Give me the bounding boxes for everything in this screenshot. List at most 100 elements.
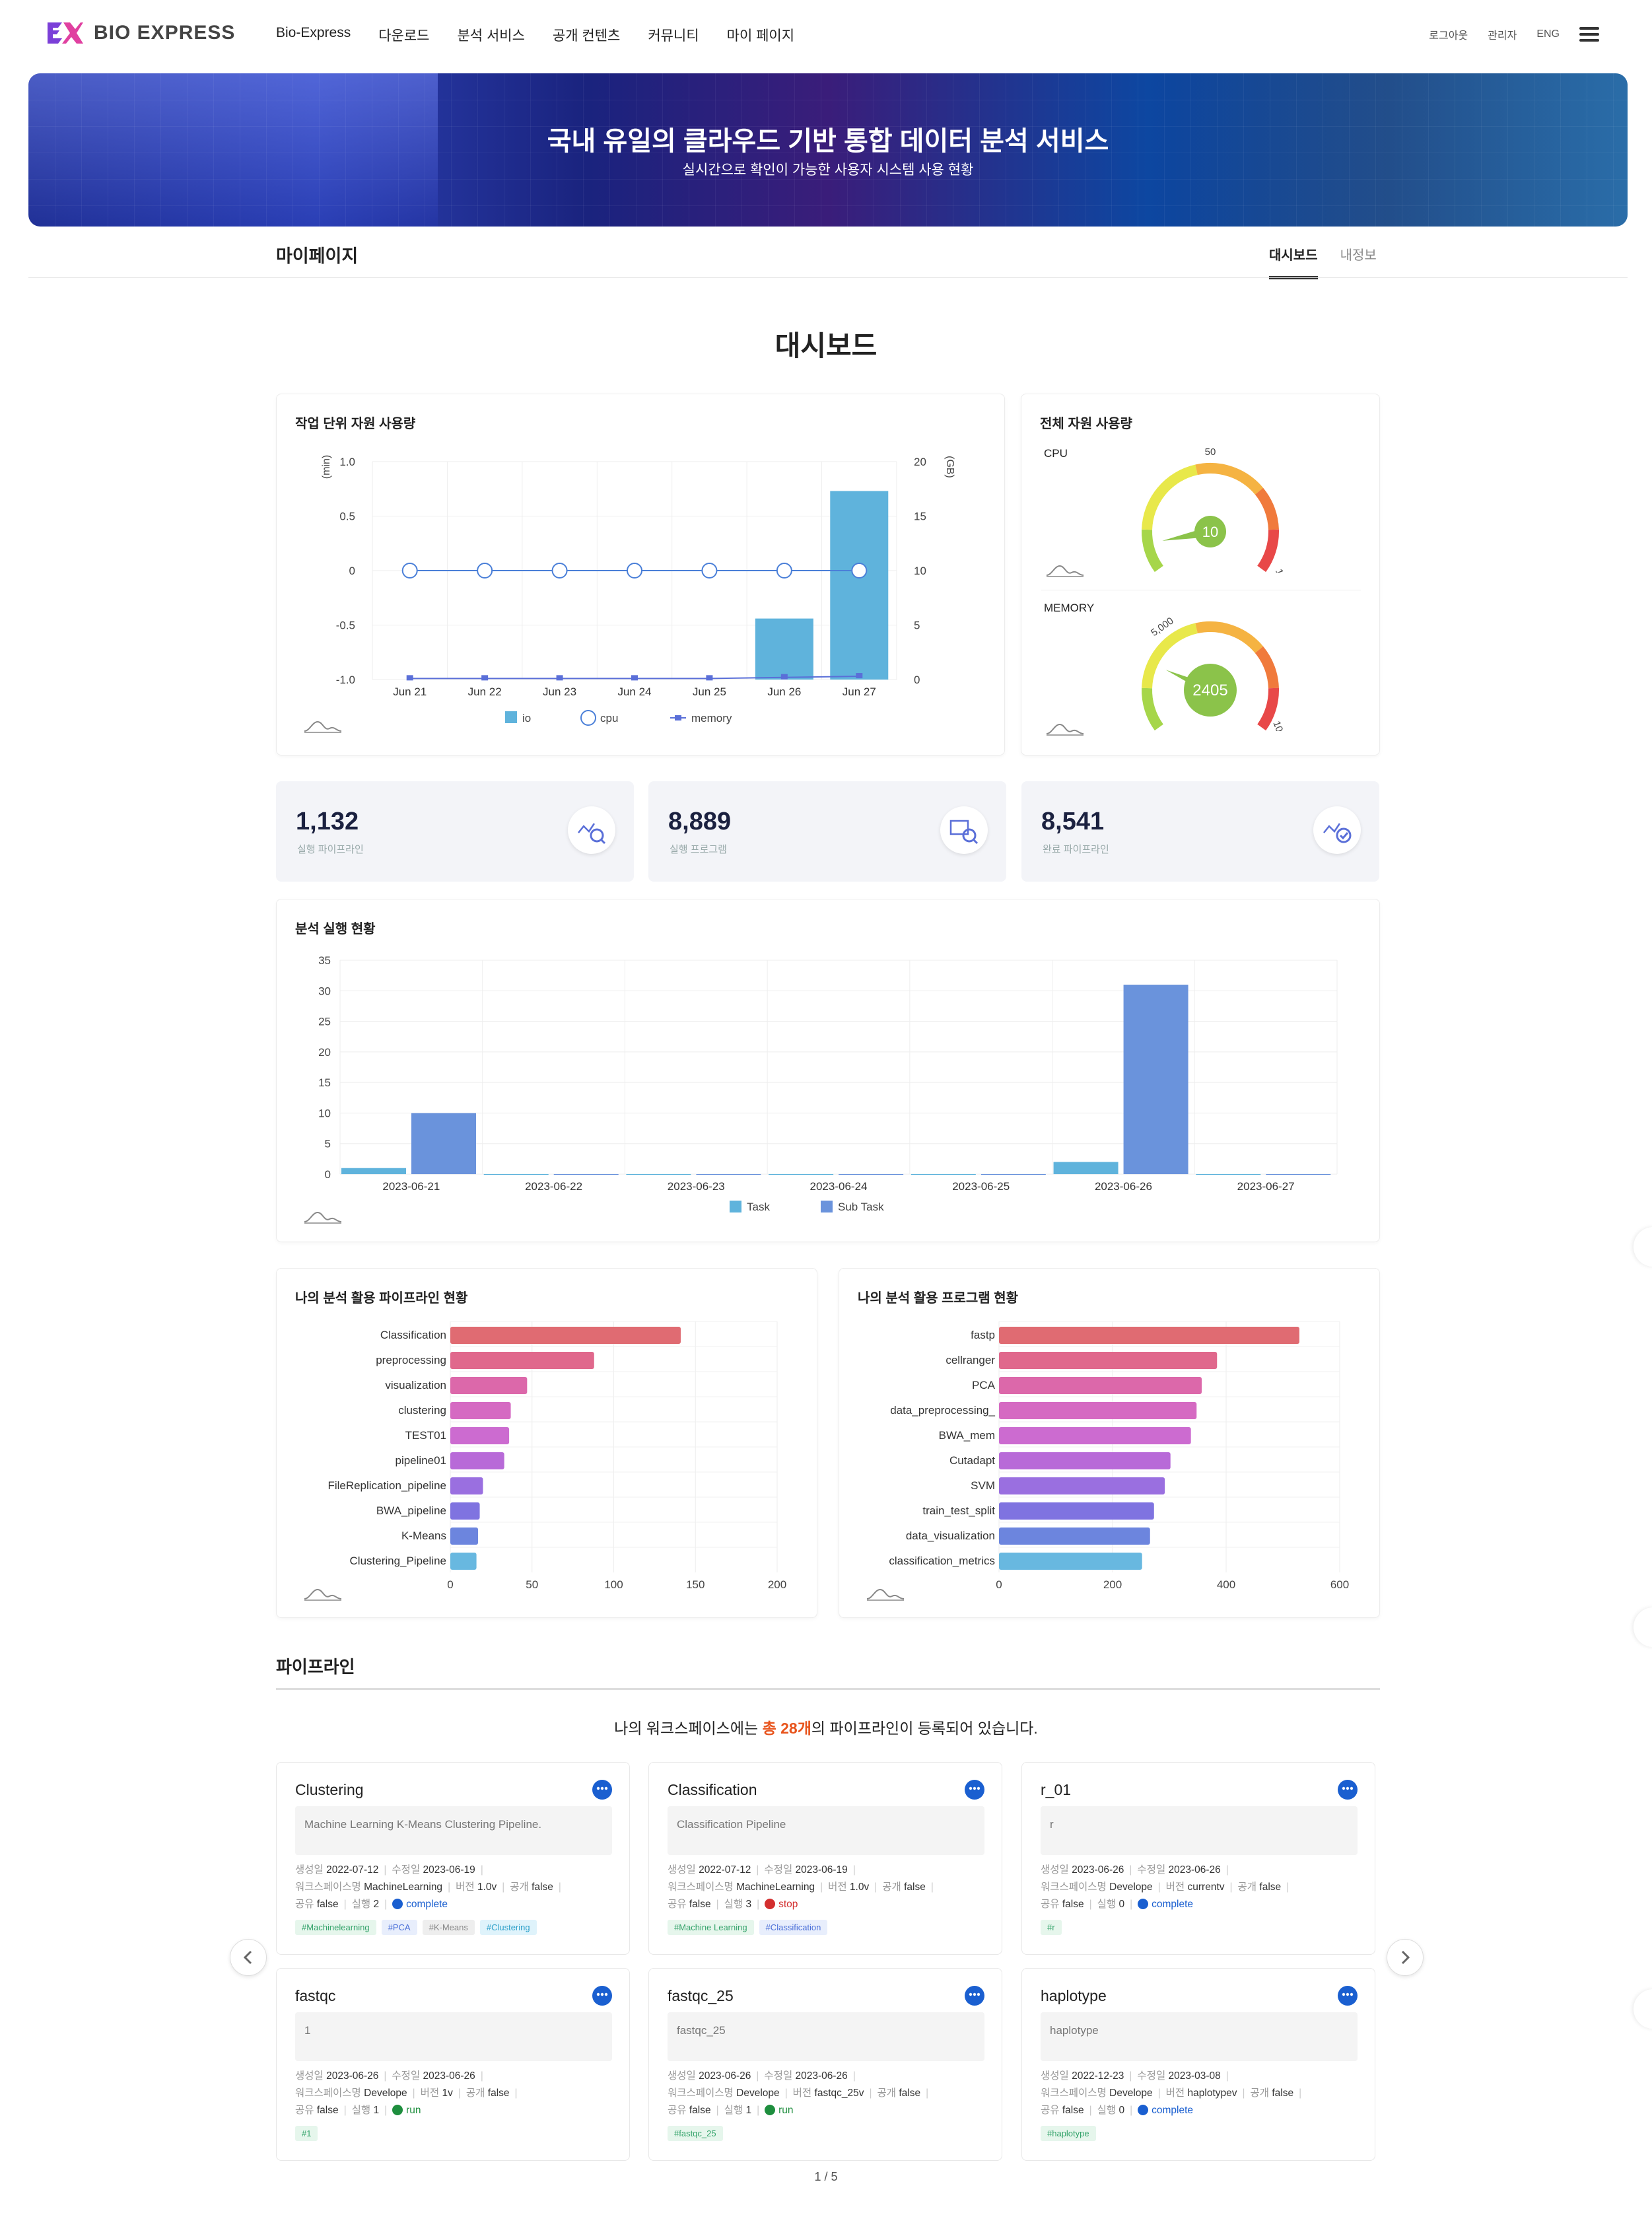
- point-memory: [481, 675, 489, 681]
- bar: [999, 1327, 1299, 1344]
- tag[interactable]: #Machine Learning: [668, 1920, 754, 1935]
- nav-public-content[interactable]: 공개 컨텐츠: [552, 28, 621, 44]
- y-tick-label: Cutadapt: [949, 1454, 995, 1467]
- y-tick-label: preprocessing: [376, 1354, 446, 1366]
- pipeline-card[interactable]: haplotype haplotype 생성일 2022-12-23 | 수정일 2…: [1021, 1968, 1375, 2161]
- pipeline-check-icon: [1313, 806, 1361, 854]
- run-status-title: 분석 실행 현황: [295, 922, 376, 936]
- bar: [450, 1402, 511, 1419]
- pipeline-card[interactable]: Classification Classification Pipeline 생…: [648, 1762, 1002, 1955]
- y-tick-label: Classification: [380, 1329, 446, 1341]
- gauge-max-label: 10,000: [1270, 720, 1291, 731]
- nav-download[interactable]: 다운로드: [378, 28, 430, 44]
- pipeline-title: r_01: [1041, 1781, 1072, 1798]
- pipeline-description: Classification Pipeline: [668, 1806, 984, 1855]
- more-options-button[interactable]: [965, 1986, 984, 2006]
- x-tick-label: Jun 27: [843, 685, 876, 698]
- more-dots-icon: [969, 1786, 981, 1790]
- bar-io: [830, 491, 889, 680]
- point-cpu: [477, 563, 493, 579]
- bar: [450, 1553, 477, 1570]
- status-badge: run: [392, 2105, 421, 2116]
- point-memory: [780, 674, 788, 680]
- chevron-right-icon: [1401, 1950, 1410, 1965]
- logo-text: BIO EXPRESS: [94, 22, 236, 44]
- chart-toggle-icon[interactable]: [303, 719, 343, 734]
- stat-executed-programs: 8,889 실행 프로그램: [648, 781, 1006, 882]
- y-tick-label: fastp: [971, 1329, 995, 1341]
- tag[interactable]: #1: [295, 2126, 318, 2141]
- chart-toggle-icon[interactable]: [866, 1587, 905, 1601]
- pipeline-description: fastqc_25: [668, 2012, 984, 2061]
- pipeline-card[interactable]: r_01 r 생성일 2023-06-26 | 수정일 2023-06-26 | 워크…: [1021, 1762, 1375, 1955]
- memory-gauge: 2405010,0005,000: [1142, 615, 1291, 731]
- y-tick-label: BWA_mem: [939, 1429, 995, 1442]
- next-page-button[interactable]: [1387, 1939, 1424, 1976]
- logo[interactable]: BIO EXPRESS: [46, 20, 235, 46]
- more-options-button[interactable]: [592, 1986, 612, 2006]
- more-dots-icon: [1342, 1992, 1354, 1996]
- chart-toggle-icon[interactable]: [1045, 722, 1085, 736]
- total-usage-title: 전체 자원 사용량: [1040, 417, 1132, 431]
- logout-link[interactable]: 로그아웃: [1429, 30, 1468, 42]
- tag[interactable]: #PCA: [381, 1920, 417, 1935]
- y2-axis-label: (GB): [944, 456, 955, 478]
- x-tick-label: 2023-06-22: [525, 1180, 582, 1193]
- bar-subtask: [839, 1174, 904, 1175]
- legend-label: Task: [747, 1201, 770, 1213]
- prev-page-button[interactable]: [230, 1939, 267, 1976]
- x-tick-label: 2023-06-27: [1237, 1180, 1295, 1193]
- admin-link[interactable]: 관리자: [1488, 30, 1517, 42]
- nav-my-page[interactable]: 마이 페이지: [726, 28, 795, 44]
- more-options-button[interactable]: [965, 1780, 984, 1800]
- bar: [450, 1502, 480, 1520]
- y-tick-label: -1.0: [336, 674, 355, 686]
- tag[interactable]: #Clustering: [479, 1920, 537, 1935]
- y-tick-label: data_visualization: [906, 1529, 995, 1542]
- x-tick-label: Jun 22: [468, 685, 502, 698]
- menu-icon[interactable]: [1579, 27, 1599, 42]
- pipeline-meta: 생성일 2023-06-26 | 수정일 2023-06-26 | 워크스페이스명 D…: [295, 2070, 518, 2116]
- my-pipelines-card: 나의 분석 활용 파이프라인 현황 0 50 100 150 200 Classifica…: [276, 1268, 817, 1618]
- tag[interactable]: #fastqc_25: [668, 2126, 723, 2141]
- more-dots-icon: [969, 1992, 981, 1996]
- gauge-band: [1195, 621, 1264, 654]
- tag[interactable]: #Classification: [759, 1920, 828, 1935]
- pipeline-card[interactable]: Clustering Machine Learning K-Means Clus…: [276, 1762, 630, 1955]
- tag[interactable]: #Machinelearning: [295, 1920, 376, 1935]
- tag[interactable]: #haplotype: [1041, 2126, 1096, 2141]
- more-options-button[interactable]: [592, 1780, 612, 1800]
- bar-task: [911, 1174, 976, 1175]
- chart-toggle-icon[interactable]: [303, 1587, 343, 1601]
- pipeline-search-icon: [568, 806, 615, 854]
- chart-toggle-icon[interactable]: [303, 1210, 343, 1224]
- tag[interactable]: #r: [1041, 1920, 1062, 1935]
- pipeline-card[interactable]: fastqc_25 fastqc_25 생성일 2023-06-26 | 수정일 2…: [648, 1968, 1002, 2161]
- more-options-button[interactable]: [1338, 1986, 1358, 2006]
- tag-list: #Machinelearning #PCA #K-Means #Clustering: [295, 1920, 537, 1935]
- my-programs-chart: 0 200 400 600 fastp cellranger PCA data_preproc…: [889, 1321, 1349, 1591]
- bar: [450, 1377, 528, 1394]
- cpu-label: CPU: [1044, 447, 1068, 460]
- pipeline-card[interactable]: fastqc 1 생성일 2023-06-26 | 수정일 2023-06-26 | …: [276, 1968, 630, 2161]
- tab-dashboard[interactable]: 대시보드: [1269, 244, 1318, 279]
- y-tick-label: 0.5: [339, 510, 355, 523]
- side-scroll-handle[interactable]: [1634, 1607, 1652, 1647]
- side-scroll-handle[interactable]: [1634, 1989, 1652, 2029]
- nav-bio-express[interactable]: Bio-Express: [276, 25, 351, 40]
- tag-list: #1: [295, 2126, 318, 2141]
- chart-toggle-icon[interactable]: [1045, 563, 1085, 578]
- alert-circle-icon: [765, 1899, 776, 1909]
- bar-task: [769, 1174, 834, 1175]
- more-options-button[interactable]: [1338, 1780, 1358, 1800]
- gauge-band: [1255, 487, 1279, 530]
- gauge-mid-label: 50: [1205, 446, 1216, 458]
- my-pipelines-chart: 0 50 100 150 200 Classification preprocessing v…: [327, 1321, 786, 1591]
- legend-swatch-cpu: [580, 710, 596, 726]
- side-scroll-handle[interactable]: [1634, 1227, 1652, 1267]
- tag[interactable]: #K-Means: [422, 1920, 475, 1935]
- tab-my-info[interactable]: 내정보: [1340, 248, 1377, 263]
- language-link[interactable]: ENG: [1536, 28, 1560, 40]
- nav-analysis-service[interactable]: 분석 서비스: [457, 28, 525, 44]
- nav-community[interactable]: 커뮤니티: [648, 28, 699, 44]
